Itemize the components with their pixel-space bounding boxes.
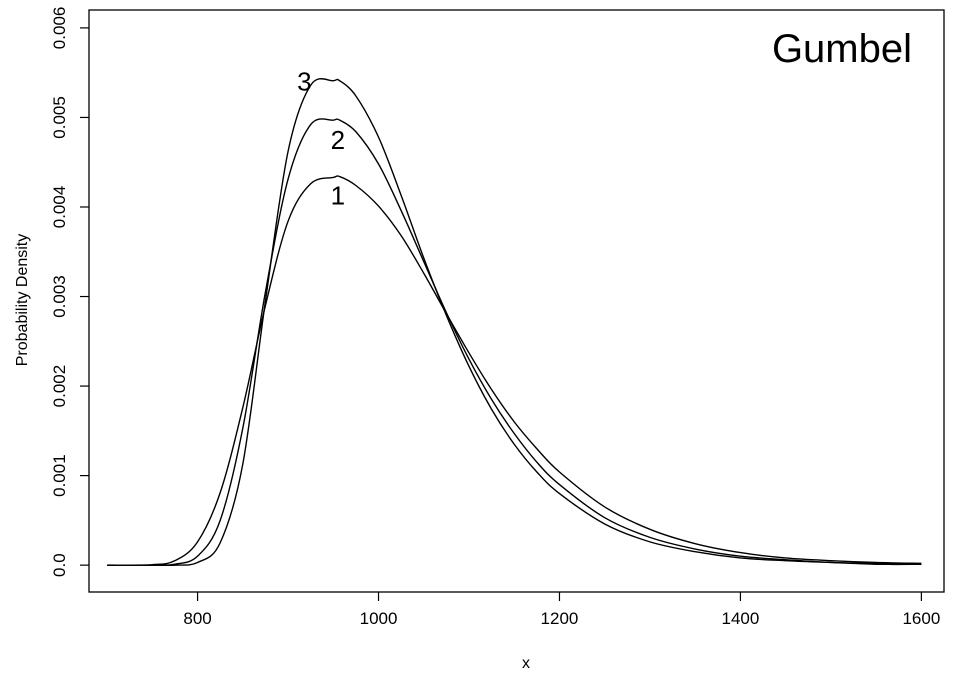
y-axis-title: Probability Density [14,234,31,367]
series-line-1 [107,175,922,566]
y-tick-label: 0.0 [50,553,69,577]
x-axis: 800 1000 1200 1400 1600 [183,592,940,628]
x-tick-label: 1600 [902,609,940,628]
y-tick-label: 0.002 [50,365,69,408]
plot-frame [88,9,945,593]
x-axis-title: x [522,655,530,672]
y-tick-label: 0.001 [50,454,69,497]
y-tick-label: 0.003 [50,275,69,318]
x-tick-label: 1400 [722,609,760,628]
y-tick-label: 0.004 [50,186,69,229]
curve-label-layer: 1 23 [297,67,345,211]
series-line-3 [107,78,922,567]
x-tick-label: 800 [183,609,211,628]
y-axis: 0.0 0.001 0.002 0.003 0.004 0.005 0.006 [50,7,89,577]
x-tick-label: 1000 [360,609,398,628]
y-tick-label: 0.006 [50,7,69,50]
x-tick-label: 1200 [541,609,579,628]
series-layer [107,78,922,567]
y-tick-label: 0.005 [50,96,69,139]
curve-label-2: 2 [331,125,345,155]
annotation-gumbel: Gumbel [772,27,912,71]
series-line-2 [107,118,922,566]
curve-label-3: 3 [297,67,311,97]
curve-label-1: 1 [331,180,345,210]
